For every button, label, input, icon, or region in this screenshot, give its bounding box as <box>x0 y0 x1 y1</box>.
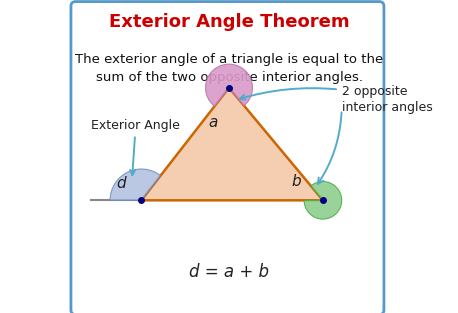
Wedge shape <box>110 169 161 200</box>
Text: b: b <box>291 174 301 189</box>
Text: 2 opposite
interior angles: 2 opposite interior angles <box>240 85 432 114</box>
Polygon shape <box>142 88 323 200</box>
FancyBboxPatch shape <box>71 2 384 313</box>
Text: d = a + b: d = a + b <box>189 263 269 281</box>
Text: Exterior Angle Theorem: Exterior Angle Theorem <box>109 13 349 31</box>
Wedge shape <box>304 182 342 219</box>
Text: a: a <box>209 115 218 130</box>
Text: d: d <box>116 176 126 191</box>
Wedge shape <box>206 64 252 106</box>
Text: Exterior Angle: Exterior Angle <box>91 119 180 175</box>
Text: The exterior angle of a triangle is equal to the
sum of the two opposite interio: The exterior angle of a triangle is equa… <box>75 53 383 84</box>
